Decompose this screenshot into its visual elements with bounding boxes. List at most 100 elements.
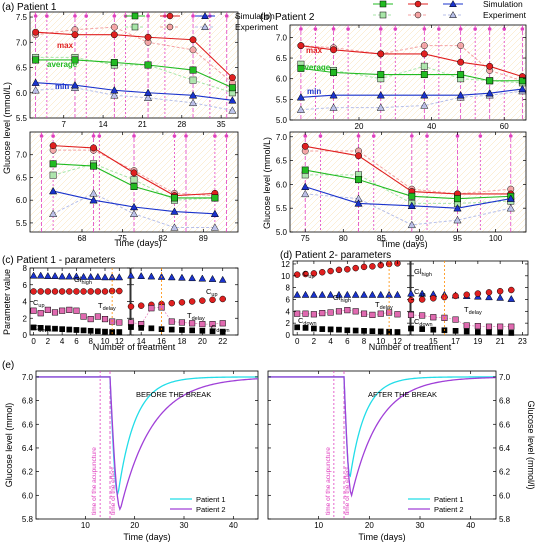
panel-e-right-ytick-label: 6.4 [499,444,511,453]
panel-a-bottom-treatment-dot [97,134,102,138]
panel-a-top-simulation-point-max [32,28,40,36]
panel-c-seg1-point-c_down [168,326,175,333]
panel-d-seg0-xtick-label: 4 [328,337,333,346]
panel-c-seg1-point-t_delay [148,305,155,312]
panel-c-seg1-xtick-label: 14 [137,337,146,346]
legend-b-marker-simulation-average [379,0,387,8]
panel-b-bottom-experiment-point-min [506,203,515,212]
panel-c-label-cup-2: Cup [206,287,218,298]
panel-a-top-xtick-label: 14 [99,120,108,129]
panel-d-seg1-point-c_down [463,328,470,335]
panel-e-right-ytick-label: 6.8 [499,397,511,406]
panel-c-seg1-point-c_up [178,299,186,306]
panel-b-bottom-simulation-point-average [301,166,309,174]
panel-a-top-experiment-point-min [188,98,198,107]
panel-e-right-vline-label: time of the effect [344,467,351,515]
panel-c-seg0-ytick-label: 2 [23,314,28,323]
panel-c-seg0-point-c_up [101,288,109,295]
panel-b-top-treatment-dot [299,27,303,31]
panel-c-seg0-point-c_up [51,288,59,295]
legend-b-label-simulation: Simulation [483,0,523,9]
panel-c-seg0-xtick-label: 0 [31,337,36,346]
panel-d-seg0-point-t_delay [310,311,317,318]
panel-d-seg1-point-t_delay [497,323,504,330]
panel-b-top-simulation-point-average [377,71,385,79]
legend-a-marker-simulation-average [131,12,139,20]
panel-b-top-treatment-dot [502,27,507,31]
panel-b-bottom-xtick-label: 75 [301,234,310,243]
panel-d-label-glhigh: Glhigh [333,293,351,304]
panel-b-top-experiment-point-min [376,103,385,111]
panel-d-seg0-point-gl_high [301,290,310,298]
panel-d-seg0-point-gl_high [326,290,335,298]
panel-c-seg0-point-gl_high [58,272,67,280]
panel-d-label-tdelay-2: Tdelay [464,305,482,316]
panel-a-top-simulation-line-max [35,31,233,79]
panel-b-ylabel: Glucose level (mmol/L) [262,137,272,229]
panel-c-seg0-point-c_down [95,328,101,335]
panel-b-bottom-simulation-point-average [355,176,362,184]
panel-a-bottom-simulation-point-min [129,202,139,211]
panel-c-seg1-point-gl_high [208,274,217,282]
panel-b-top-frame [289,24,527,121]
panel-c-seg0-point-t_delay [116,319,123,326]
panel-b-top-treatment-dot [346,27,350,31]
panel-e-left-ylabel: Glucose level (mmol) [4,403,14,488]
panel-c-seg0-ytick-label: 0 [23,331,28,340]
panel-d-seg0-point-t_delay [294,310,301,317]
panel-d-seg0-point-gl_high [360,290,368,298]
panel-e-left-title: BEFORE THE BREAK [136,390,211,399]
panel-c-seg0-point-gl_high [51,271,59,279]
panel-a-top-experiment-point-min [110,91,119,99]
panel-a-top-simulation-line-average [35,59,233,89]
panel-a-bottom-experiment-point-min [210,223,219,231]
panel-b-top-simulation-point-max [330,46,338,54]
panel-a-top-experiment-line-min [35,87,233,111]
panel-e-right-ytick-label: 6.2 [499,468,511,477]
panel-d-seg0-point-c_up [310,270,318,277]
panel-c-seg1-tdelay-line [130,307,223,325]
panel-a-top-xtick-label: 35 [217,120,226,129]
panel-a-top-xtick-label: 28 [177,120,186,129]
panel-b-bottom-treatment-dot [508,134,513,138]
panel-c-seg1-point-c_up [209,296,216,304]
panel-b-xlabel: Time (days) [380,239,427,249]
panel-b-top-treatment-dot [313,27,318,31]
panel-b-bottom-treatment-dot [478,134,483,138]
panel-a-bottom-xtick-label: 75 [118,234,127,243]
panel-a-top-treatment-dot [73,14,77,18]
panel-c-seg0-point-t_delay [94,313,101,320]
panel-d-seg0-point-c_up [319,268,326,276]
panel-e-left-ytick-label: 6.4 [22,444,34,453]
panel-b-top-simulation-point-average [420,71,428,79]
panel-e-left-ytick-label: 6.0 [22,491,34,500]
panel-a-bottom-treatment-dot [172,134,177,138]
panel-a-top-treatment-dot [191,14,195,18]
panel-a-bottom-simulation-point-max [49,142,57,150]
panel-c-seg0-point-c_down [80,327,87,334]
panel-b-bottom-xtick-label: 90 [415,234,424,243]
panel-b-top-simulation-point-average [457,71,465,79]
panel-c-seg0-point-c_up [30,288,37,295]
panel-a-top-simulation-point-max [144,33,152,41]
panel-d-seg0-point-t_delay [360,310,368,317]
panel-c-seg0-xtick-label: 10 [101,337,110,346]
panel-d-xlabel: Number of treatment [369,342,452,352]
panel-c-seg0-point-gl_high [43,271,52,279]
panel-b-top-treatment-dot [473,27,477,31]
panel-d-seg1-point-t_delay [430,314,437,321]
panel-a-bottom-simulation-point-min [49,186,58,195]
panel-c-seg0-point-c_down [66,326,73,333]
panel-c-seg0-xtick-label: 8 [88,337,93,346]
panel-a-top-treatment-dot [33,14,38,18]
panel-b-bottom-experiment-line-max [305,150,511,195]
panel-e-left-ytick-label: 7.0 [22,373,34,382]
panel-c-seg1-point-gl_high [127,271,135,279]
panel-c-seg0-ytick-label: 6 [23,281,28,290]
panel-d-seg0-point-t_delay [335,308,343,315]
panel-a-bottom-experiment-point-min [49,209,58,218]
panel-d-label-cdown: Cdown [298,316,317,327]
panel-a-top-experiment-line-average [35,56,233,94]
panel-a-top-frame [29,11,239,119]
legend-b-marker-experiment-min [449,11,457,19]
